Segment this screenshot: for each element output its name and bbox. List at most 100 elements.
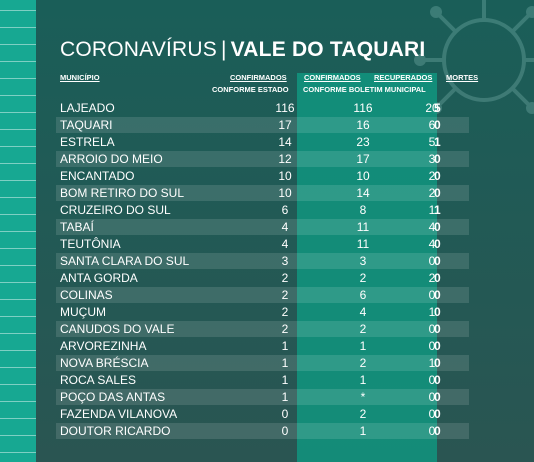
header-municipio: MUNICÍPIO xyxy=(60,73,100,82)
confirmados-boletim-cell: 11 xyxy=(356,237,370,251)
recuperados-cell: 0 xyxy=(428,407,436,421)
recuperados-cell: 2 xyxy=(428,186,436,200)
mortes-cell: 1 xyxy=(434,203,441,217)
stripe-line xyxy=(0,435,36,436)
table-row: TEUTÔNIA 4 11 4 0 xyxy=(56,236,469,252)
mortes-cell: 0 xyxy=(434,390,441,404)
confirmados-boletim-cell: 23 xyxy=(356,135,370,149)
table-row: ESTRELA 14 23 5 1 xyxy=(56,134,469,150)
mortes-cell: 1 xyxy=(434,135,441,149)
confirmados-estado-cell: 2 xyxy=(281,288,289,302)
table-row: ARVOREZINHA 1 1 0 0 xyxy=(56,338,469,354)
stripe-line xyxy=(0,452,36,453)
stripe-line xyxy=(0,384,36,385)
table-row: FAZENDA VILANOVA 0 2 0 0 xyxy=(56,406,469,422)
recuperados-cell: 1 xyxy=(428,203,436,217)
confirmados-boletim-cell: * xyxy=(360,390,366,404)
stripe-line xyxy=(0,95,36,96)
left-stripe xyxy=(0,0,36,462)
table-row: MUÇUM 2 4 1 0 xyxy=(56,304,469,320)
recuperados-cell: 0 xyxy=(428,390,436,404)
recuperados-cell: 3 xyxy=(428,152,436,166)
stripe-line xyxy=(0,265,36,266)
title-part1: CORONAVÍRUS xyxy=(60,38,217,61)
municipio-cell: FAZENDA VILANOVA xyxy=(60,407,178,421)
table-row: BOM RETIRO DO SUL 10 14 2 0 xyxy=(56,185,469,201)
stripe-line xyxy=(0,163,36,164)
table-row: CRUZEIRO DO SUL 6 8 1 1 xyxy=(56,202,469,218)
confirmados-estado-cell: 1 xyxy=(281,356,289,370)
confirmados-boletim-cell: 6 xyxy=(359,288,367,302)
table-row: ARROIO DO MEIO 12 17 3 0 xyxy=(56,151,469,167)
confirmados-estado-cell: 2 xyxy=(281,271,289,285)
stripe-line xyxy=(0,44,36,45)
confirmados-boletim-cell: 1 xyxy=(359,373,367,387)
stripe-line xyxy=(0,401,36,402)
page-title: CORONAVÍRUS | VALE DO TAQUARI xyxy=(60,38,425,62)
recuperados-cell: 1 xyxy=(428,305,436,319)
confirmados-boletim-cell: 2 xyxy=(359,356,367,370)
mortes-cell: 0 xyxy=(434,118,441,132)
recuperados-cell: 0 xyxy=(428,339,436,353)
mortes-cell: 0 xyxy=(434,424,441,438)
municipio-cell: ARROIO DO MEIO xyxy=(60,152,163,166)
confirmados-estado-cell: 1 xyxy=(281,373,289,387)
stripe-line xyxy=(0,146,36,147)
confirmados-estado-cell: 2 xyxy=(281,305,289,319)
stripe-line xyxy=(0,197,36,198)
confirmados-estado-cell: 1 xyxy=(281,390,289,404)
header-conforme-estado: CONFORME ESTADO xyxy=(212,85,289,94)
confirmados-estado-cell: 6 xyxy=(281,203,289,217)
title-part2: VALE DO TAQUARI xyxy=(230,38,426,61)
mortes-cell: 0 xyxy=(434,220,441,234)
stripe-line xyxy=(0,180,36,181)
confirmados-boletim-cell: 2 xyxy=(359,407,367,421)
confirmados-estado-cell: 17 xyxy=(278,118,292,132)
recuperados-cell: 2 xyxy=(428,169,436,183)
stripe-line xyxy=(0,78,36,79)
confirmados-estado-cell: 2 xyxy=(281,322,289,336)
confirmados-boletim-cell: 16 xyxy=(356,118,370,132)
confirmados-estado-cell: 12 xyxy=(278,152,292,166)
stripe-line xyxy=(0,231,36,232)
table-row: TABAÍ 4 11 4 0 xyxy=(56,219,469,235)
municipio-cell: ANTA GORDA xyxy=(60,271,138,285)
header-recuperados: RECUPERADOS xyxy=(374,73,433,82)
recuperados-cell: 1 xyxy=(428,356,436,370)
mortes-cell: 0 xyxy=(434,322,441,336)
confirmados-boletim-cell: 4 xyxy=(359,305,367,319)
mortes-cell: 0 xyxy=(434,339,441,353)
table-row: POÇO DAS ANTAS 1 * 0 0 xyxy=(56,389,469,405)
recuperados-cell: 20 xyxy=(425,101,439,115)
municipio-cell: ARVOREZINHA xyxy=(60,339,147,353)
stripe-line xyxy=(0,27,36,28)
stripe-line xyxy=(0,248,36,249)
municipio-cell: CRUZEIRO DO SUL xyxy=(60,203,171,217)
municipio-cell: DOUTOR RICARDO xyxy=(60,424,171,438)
confirmados-boletim-cell: 1 xyxy=(359,339,367,353)
column-bg-confirmados-boletim xyxy=(297,73,437,462)
recuperados-cell: 5 xyxy=(428,135,436,149)
municipio-cell: ESTRELA xyxy=(60,135,115,149)
confirmados-estado-cell: 4 xyxy=(281,220,289,234)
confirmados-estado-cell: 10 xyxy=(278,186,292,200)
recuperados-cell: 0 xyxy=(428,424,436,438)
confirmados-boletim-cell: 2 xyxy=(359,322,367,336)
confirmados-estado-cell: 14 xyxy=(278,135,292,149)
stripe-line xyxy=(0,214,36,215)
municipio-cell: TABAÍ xyxy=(60,220,94,234)
stripe-line xyxy=(0,316,36,317)
confirmados-estado-cell: 10 xyxy=(278,169,292,183)
stripe-line xyxy=(0,129,36,130)
mortes-cell: 0 xyxy=(434,407,441,421)
confirmados-boletim-cell: 11 xyxy=(356,220,370,234)
mortes-cell: 0 xyxy=(434,169,441,183)
recuperados-cell: 4 xyxy=(428,237,436,251)
confirmados-boletim-cell: 116 xyxy=(353,101,373,115)
table-row: DOUTOR RICARDO 0 1 0 0 xyxy=(56,423,469,439)
mortes-cell: 0 xyxy=(434,271,441,285)
confirmados-boletim-cell: 17 xyxy=(356,152,370,166)
table-row: CANUDOS DO VALE 2 2 0 0 xyxy=(56,321,469,337)
header-confirmados-estado: CONFIRMADOS xyxy=(230,73,287,82)
municipio-cell: SANTA CLARA DO SUL xyxy=(60,254,190,268)
